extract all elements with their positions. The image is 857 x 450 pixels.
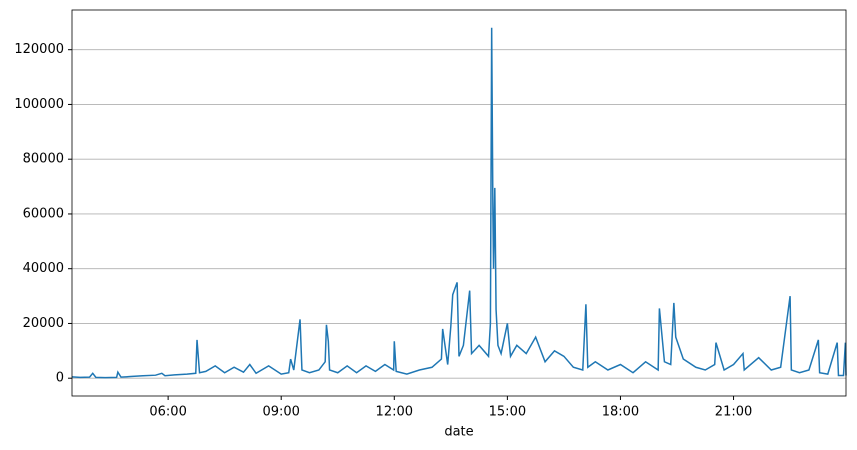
y-tick-label: 100000 (14, 97, 64, 112)
y-tick-label: 60000 (23, 206, 64, 221)
y-tick-label: 120000 (14, 42, 64, 57)
x-tick-label: 09:00 (262, 405, 299, 420)
y-tick-label: 20000 (23, 316, 64, 331)
x-tick-label: 21:00 (715, 405, 752, 420)
x-tick-label: 15:00 (489, 405, 526, 420)
data-line (71, 27, 847, 379)
y-tick-label: 0 (56, 371, 64, 386)
plot-frame (71, 9, 847, 397)
x-axis-label: date (444, 425, 473, 440)
y-tick-label: 40000 (23, 261, 64, 276)
y-tick-label: 80000 (23, 152, 64, 167)
x-tick-label: 12:00 (376, 405, 413, 420)
x-tick-label: 06:00 (149, 405, 186, 420)
x-tick-label: 18:00 (602, 405, 639, 420)
